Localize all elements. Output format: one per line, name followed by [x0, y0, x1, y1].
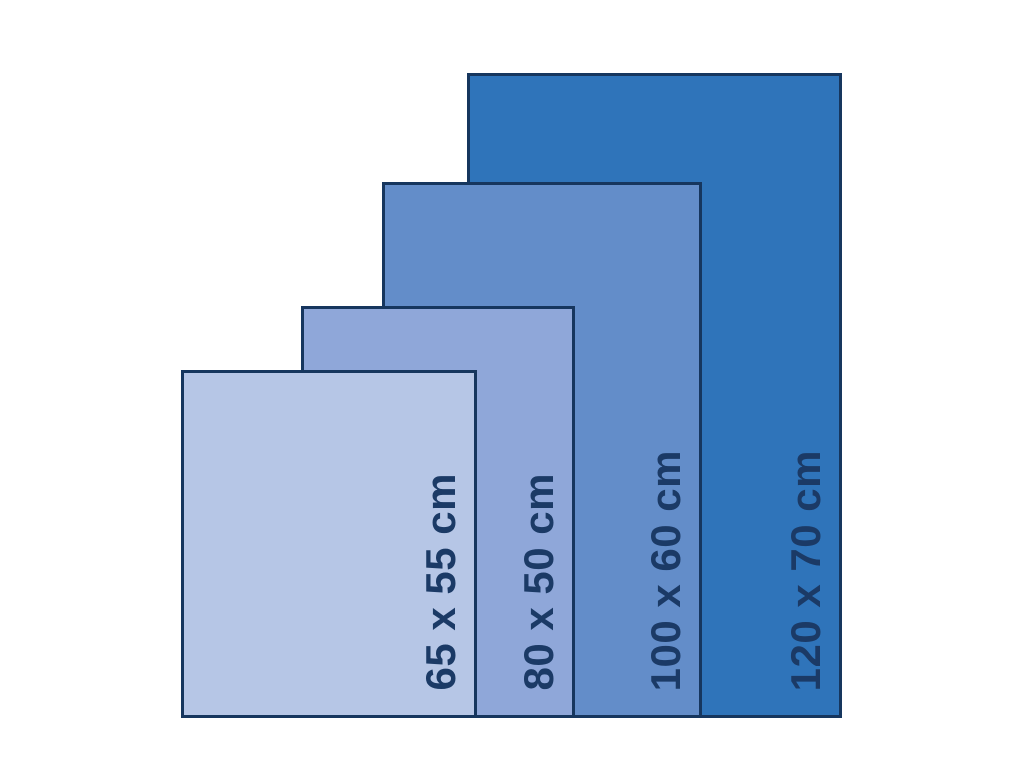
size-label-80x50: 80 x 50 cm: [515, 473, 562, 691]
size-label-100x60: 100 x 60 cm: [642, 449, 689, 691]
size-label-65x55: 65 x 55 cm: [417, 473, 464, 691]
size-rect-65x55: 65 x 55 cm: [181, 370, 477, 718]
size-label-120x70: 120 x 70 cm: [782, 449, 829, 691]
